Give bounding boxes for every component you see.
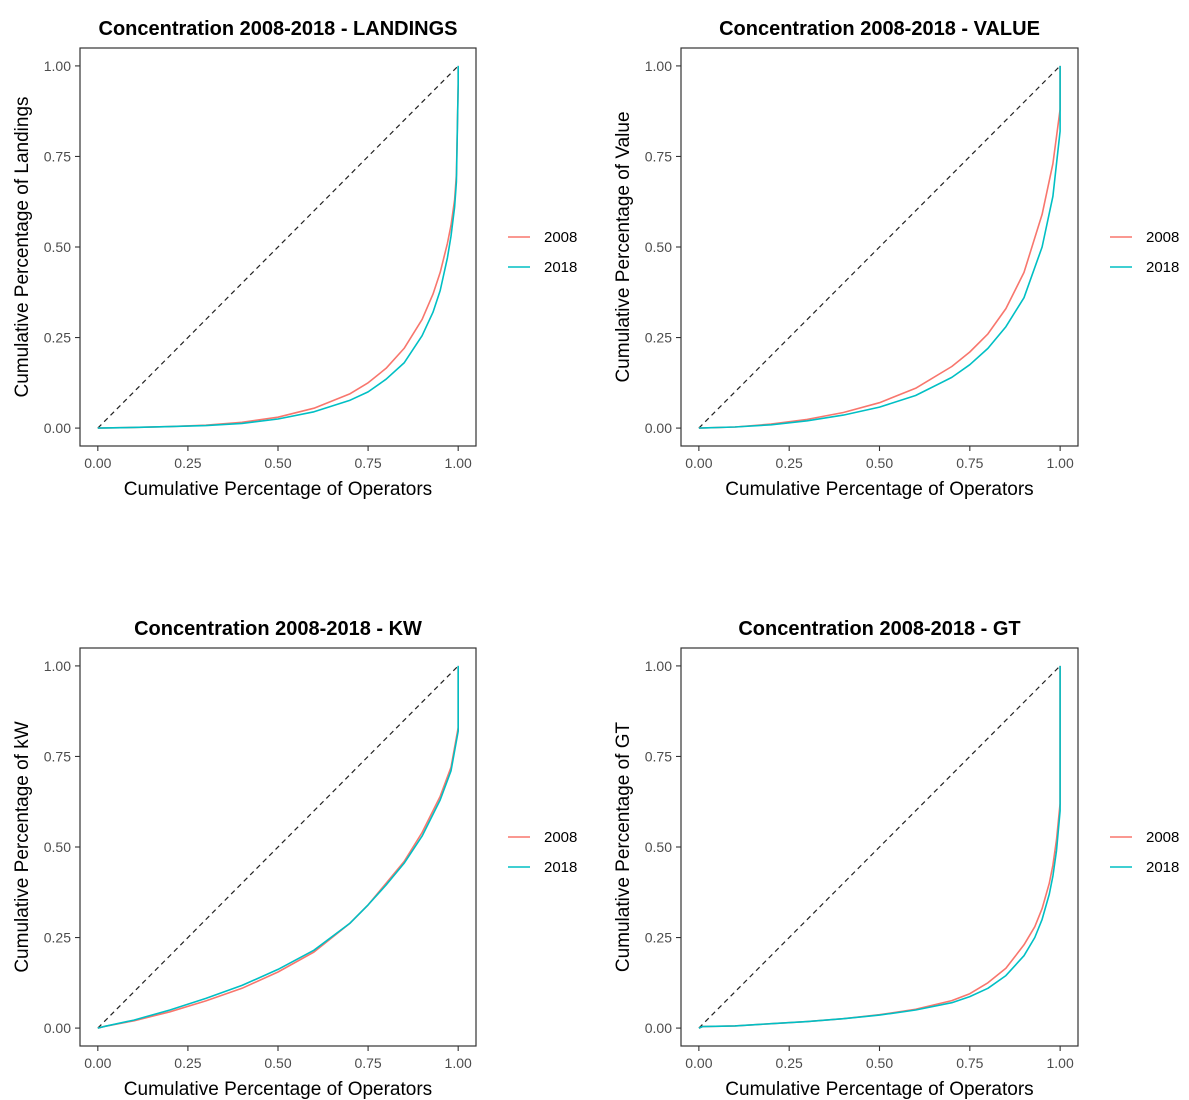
y-tick-label: 0.75 — [645, 148, 672, 164]
y-tick-label: 0.00 — [44, 1020, 71, 1036]
chart-title: Concentration 2008-2018 - VALUE — [719, 18, 1040, 40]
y-tick-label: 0.25 — [44, 930, 71, 946]
legend-label-2018: 2018 — [1146, 259, 1179, 276]
equality-line — [698, 65, 1061, 429]
chart-panel-4: Concentration 2008-2018 - GT 0.00 0.25 0.50… — [613, 618, 1179, 1100]
x-tick-label: 0.00 — [84, 455, 111, 471]
x-tick-label: 0.25 — [174, 455, 201, 471]
x-tick-label: 0.00 — [685, 1055, 712, 1071]
legend-label-2018: 2018 — [1146, 859, 1179, 876]
x-tick-label: 0.50 — [264, 455, 291, 471]
x-tick-label: 1.00 — [1047, 1055, 1074, 1071]
chart-title: Concentration 2008-2018 - KW — [134, 618, 422, 640]
x-tick-label: 0.50 — [264, 1055, 291, 1071]
series-line-2018 — [97, 65, 460, 429]
y-tick-label: 0.75 — [645, 748, 672, 764]
chart-panel-1: Concentration 2008-2018 - LANDINGS 0.00 0.… — [12, 18, 577, 500]
y-tick-label: 0.50 — [645, 239, 672, 255]
legend-label-2018: 2018 — [544, 859, 577, 876]
chart-panel-3: Concentration 2008-2018 - KW 0.00 0.25 0.50… — [12, 618, 577, 1100]
y-axis-title: Cumulative Percentage of GT — [613, 721, 634, 972]
y-tick-label: 0.00 — [44, 420, 71, 436]
legend-label-2008: 2008 — [1146, 229, 1179, 246]
x-tick-label: 1.00 — [1047, 455, 1074, 471]
y-tick-label: 0.75 — [44, 148, 71, 164]
y-tick-label: 1.00 — [645, 658, 672, 674]
chart-title: Concentration 2008-2018 - GT — [738, 618, 1020, 640]
y-tick-label: 0.75 — [44, 748, 71, 764]
chart-title: Concentration 2008-2018 - LANDINGS — [99, 18, 458, 40]
x-tick-label: 0.75 — [956, 1055, 983, 1071]
equality-line — [698, 665, 1061, 1029]
y-tick-label: 0.50 — [645, 839, 672, 855]
legend-label-2008: 2008 — [544, 829, 577, 846]
x-tick-label: 0.50 — [866, 1055, 893, 1071]
legend-label-2008: 2008 — [1146, 829, 1179, 846]
equality-line — [97, 665, 459, 1029]
series-line-2018 — [698, 665, 1061, 1029]
y-tick-label: 0.50 — [44, 239, 71, 255]
x-tick-label: 0.00 — [685, 455, 712, 471]
y-tick-label: 1.00 — [44, 58, 71, 74]
x-tick-label: 0.25 — [776, 1055, 803, 1071]
y-axis-title: Cumulative Percentage of Value — [613, 111, 634, 382]
y-tick-label: 0.25 — [44, 330, 71, 346]
chart-panel-2: Concentration 2008-2018 - VALUE 0.00 0.25 0… — [613, 18, 1179, 500]
x-axis-title: Cumulative Percentage of Operators — [725, 1079, 1033, 1100]
series-line-2018 — [97, 665, 460, 1029]
x-tick-label: 0.75 — [354, 455, 381, 471]
x-tick-label: 0.75 — [956, 455, 983, 471]
legend-label-2008: 2008 — [544, 229, 577, 246]
y-tick-label: 0.00 — [645, 1020, 672, 1036]
y-tick-label: 0.50 — [44, 839, 71, 855]
x-axis-title: Cumulative Percentage of Operators — [124, 1079, 432, 1100]
y-tick-label: 0.25 — [645, 330, 672, 346]
x-tick-label: 0.25 — [174, 1055, 201, 1071]
x-tick-label: 0.50 — [866, 455, 893, 471]
y-tick-label: 0.25 — [645, 930, 672, 946]
x-tick-label: 1.00 — [445, 455, 472, 471]
x-axis-title: Cumulative Percentage of Operators — [725, 479, 1033, 500]
y-tick-label: 1.00 — [645, 58, 672, 74]
x-tick-label: 0.00 — [84, 1055, 111, 1071]
y-tick-label: 0.00 — [645, 420, 672, 436]
y-axis-title: Cumulative Percentage of Landings — [12, 96, 33, 397]
x-tick-label: 1.00 — [445, 1055, 472, 1071]
series-line-2018 — [698, 65, 1061, 429]
equality-line — [97, 65, 459, 429]
x-tick-label: 0.75 — [354, 1055, 381, 1071]
y-axis-title: Cumulative Percentage of kW — [12, 721, 33, 972]
y-tick-label: 1.00 — [44, 658, 71, 674]
series-line-2008 — [698, 65, 1061, 429]
x-axis-title: Cumulative Percentage of Operators — [124, 479, 432, 500]
legend-label-2018: 2018 — [544, 259, 577, 276]
x-tick-label: 0.25 — [776, 455, 803, 471]
